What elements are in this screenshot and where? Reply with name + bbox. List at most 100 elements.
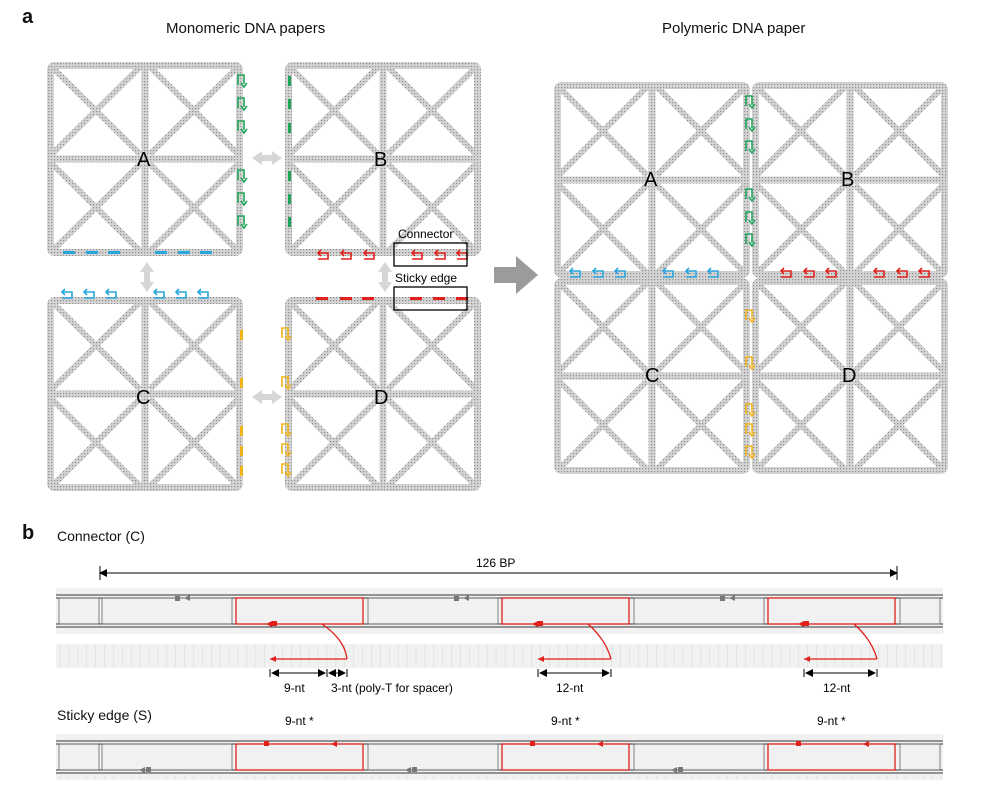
green-connector-poly-3 <box>745 188 756 203</box>
sticky-edge-callout-label: Sticky edge <box>395 271 457 285</box>
green-connector-mono-0 <box>237 74 248 89</box>
yellow-connector-poly-4 <box>745 445 756 460</box>
green-connector-poly-5 <box>745 233 756 248</box>
red-connector-mono-0 <box>316 249 329 260</box>
sticky-edge-strip: 9-nt * 9-nt * 9-nt * <box>56 714 943 780</box>
connector-strip: 126 BP <box>56 556 943 695</box>
green-connector-mono-1 <box>237 97 248 112</box>
tile-label-c-mono: C <box>136 387 150 409</box>
measure-3nt: 3-nt (poly-T for spacer) <box>331 681 453 695</box>
green-sticky-mono-1 <box>288 99 291 109</box>
red-sticky-mono-5 <box>456 297 468 300</box>
tile-label-c-poly: C <box>645 365 659 387</box>
tile-label-a-mono: A <box>137 149 151 171</box>
green-connector-mono-5 <box>237 215 248 230</box>
measure-9nt: 9-nt <box>284 681 305 695</box>
red-connector-poly-0 <box>779 267 792 278</box>
green-sticky-mono-0 <box>288 76 291 86</box>
process-arrow <box>494 256 538 294</box>
measure-12nt-2: 12-nt <box>823 681 851 695</box>
blue-connector-poly-0 <box>568 267 581 278</box>
blue-connector-mono-4 <box>174 288 187 299</box>
red-connector-mono-3 <box>410 249 423 260</box>
connector-section-title: Connector (C) <box>57 528 145 544</box>
red-sticky-mono-4 <box>433 297 445 300</box>
tile-c-monomeric <box>47 297 243 491</box>
green-connector-poly-4 <box>745 211 756 226</box>
yellow-connector-mono-4 <box>281 463 292 478</box>
sticky-label-2: 9-nt * <box>551 714 580 728</box>
yellow-sticky-mono-3 <box>240 446 243 456</box>
green-connector-mono-4 <box>237 192 248 207</box>
red-sticky-mono-2 <box>362 297 374 300</box>
tile-d-polymeric <box>752 278 948 474</box>
red-sticky-mono-3 <box>410 297 422 300</box>
tile-label-b-poly: B <box>841 169 854 191</box>
blue-sticky-mono-5 <box>200 251 212 254</box>
connector-callout-label: Connector <box>398 227 453 241</box>
yellow-sticky-mono-2 <box>240 426 243 436</box>
red-connector-poly-2 <box>824 267 837 278</box>
join-arrow-ab <box>252 151 282 165</box>
panel-b-letter: b <box>22 522 35 544</box>
join-arrow-cd <box>252 390 282 404</box>
red-connector-poly-5 <box>917 267 930 278</box>
tile-label-d-poly: D <box>842 365 856 387</box>
tile-label-b-mono: B <box>374 149 387 171</box>
tile-b-monomeric <box>285 62 481 256</box>
red-connector-mono-1 <box>339 249 352 260</box>
yellow-sticky-mono-4 <box>240 466 243 476</box>
blue-connector-poly-2 <box>613 267 626 278</box>
yellow-sticky-mono-1 <box>240 378 243 388</box>
yellow-connector-poly-2 <box>745 403 756 418</box>
blue-connector-poly-4 <box>684 267 697 278</box>
join-arrow-ac <box>140 262 154 292</box>
blue-connector-mono-2 <box>104 288 117 299</box>
green-connector-poly-2 <box>745 140 756 155</box>
red-connector-poly-3 <box>872 267 885 278</box>
red-connector-poly-1 <box>802 267 815 278</box>
yellow-connector-poly-1 <box>745 356 756 371</box>
yellow-connector-poly-0 <box>745 309 756 324</box>
measure-12nt-1: 12-nt <box>556 681 584 695</box>
yellow-connector-poly-3 <box>745 423 756 438</box>
sticky-edge-callout-box <box>393 286 468 311</box>
tile-label-d-mono: D <box>374 387 388 409</box>
blue-connector-poly-5 <box>706 267 719 278</box>
red-connector-poly-4 <box>895 267 908 278</box>
red-connector-mono-2 <box>362 249 375 260</box>
tile-a-monomeric <box>47 62 243 256</box>
panel-a-letter: a <box>22 6 34 28</box>
blue-connector-mono-1 <box>82 288 95 299</box>
span-label: 126 BP <box>476 556 515 570</box>
sticky-label-1: 9-nt * <box>285 714 314 728</box>
tile-c-polymeric <box>554 278 750 474</box>
yellow-connector-mono-2 <box>281 423 292 438</box>
green-connector-mono-2 <box>237 120 248 135</box>
yellow-connector-mono-0 <box>281 327 292 342</box>
green-connector-poly-1 <box>745 118 756 133</box>
green-sticky-mono-2 <box>288 123 291 133</box>
red-connector-mono-4 <box>433 249 446 260</box>
green-connector-mono-3 <box>237 169 248 184</box>
blue-sticky-mono-1 <box>86 251 98 254</box>
connector-callout-box <box>393 242 468 267</box>
green-sticky-mono-5 <box>288 217 291 227</box>
yellow-connector-mono-3 <box>281 443 292 458</box>
red-sticky-mono-0 <box>316 297 328 300</box>
green-connector-poly-0 <box>745 95 756 110</box>
blue-connector-poly-3 <box>661 267 674 278</box>
blue-sticky-mono-0 <box>63 251 75 254</box>
tile-b-polymeric <box>752 82 948 278</box>
monomeric-title: Monomeric DNA papers <box>166 20 326 37</box>
blue-sticky-mono-3 <box>155 251 167 254</box>
tile-a-polymeric <box>554 82 750 278</box>
blue-connector-mono-0 <box>60 288 73 299</box>
blue-sticky-mono-4 <box>178 251 190 254</box>
red-sticky-mono-1 <box>340 297 352 300</box>
sticky-label-3: 9-nt * <box>817 714 846 728</box>
yellow-sticky-mono-0 <box>240 330 243 340</box>
yellow-connector-mono-1 <box>281 376 292 391</box>
sticky-section-title: Sticky edge (S) <box>57 707 152 723</box>
